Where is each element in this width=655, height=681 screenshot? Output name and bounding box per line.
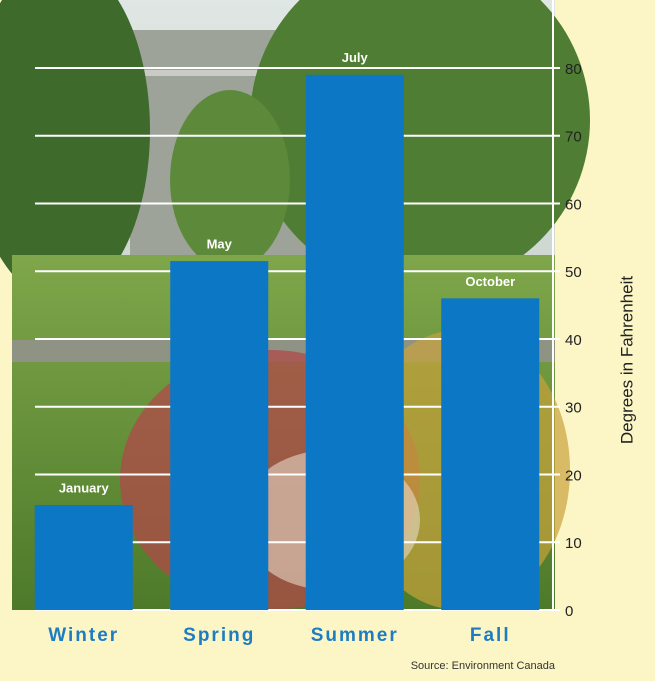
bar-label: October xyxy=(465,274,515,289)
y-tick-label: 30 xyxy=(565,400,582,417)
x-tick-label: Fall xyxy=(470,625,511,646)
x-tick-label: Spring xyxy=(183,625,255,646)
y-tick-label: 60 xyxy=(565,196,582,213)
y-tick-label: 70 xyxy=(565,129,582,146)
y-tick-label: 50 xyxy=(565,264,582,281)
bar xyxy=(170,261,269,610)
bar-label: January xyxy=(59,480,110,495)
y-tick-label: 40 xyxy=(565,332,582,349)
source-note: Source: Environment Canada xyxy=(411,660,556,672)
x-tick-label: Summer xyxy=(311,625,399,646)
bar xyxy=(34,504,133,610)
bar xyxy=(305,74,404,610)
y-tick-label: 0 xyxy=(565,603,573,620)
bar xyxy=(441,298,540,610)
y-tick-label: 10 xyxy=(565,535,582,552)
y-tick-label: 80 xyxy=(565,61,582,78)
x-tick-label: Winter xyxy=(48,625,119,646)
bar-label: July xyxy=(342,50,369,65)
bar-label: May xyxy=(207,237,233,252)
y-tick-label: 20 xyxy=(565,467,582,484)
axis-title: Degrees in Fahrenheit xyxy=(617,276,636,444)
